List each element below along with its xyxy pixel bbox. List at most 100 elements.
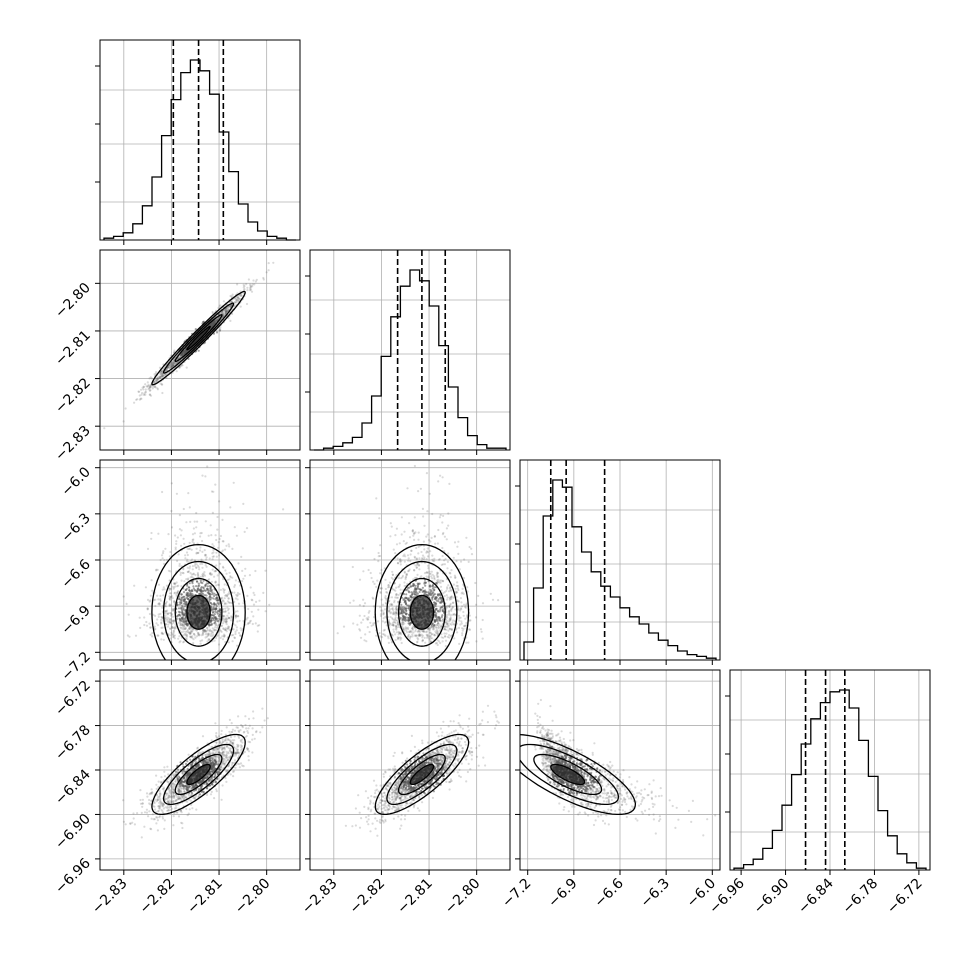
sample-point (224, 594, 227, 597)
sample-point (413, 569, 416, 572)
sample-point (448, 618, 451, 621)
sample-point (389, 622, 392, 625)
sample-point (227, 625, 230, 628)
sample-point (189, 571, 192, 575)
sample-point (171, 364, 174, 367)
sample-point (395, 612, 398, 615)
sample-point (213, 592, 216, 595)
sample-point (199, 562, 202, 566)
sample-point (251, 285, 254, 288)
sample-point (200, 558, 203, 561)
sample-point (216, 318, 219, 321)
sample-point (133, 584, 136, 587)
sample-point (382, 611, 385, 614)
sample-point (416, 641, 419, 644)
sample-point (166, 609, 169, 612)
sample-point (168, 555, 171, 558)
sample-point (254, 280, 257, 283)
sample-point (234, 616, 237, 619)
sample-point (204, 475, 207, 478)
sample-point (223, 588, 226, 592)
panel-frame (309, 249, 511, 451)
sample-point (183, 542, 186, 545)
sample-point (164, 612, 167, 615)
sample-point (262, 276, 265, 280)
sample-point (441, 580, 444, 583)
sample-point (433, 557, 436, 560)
sample-point (416, 584, 419, 587)
sample-point (204, 636, 207, 639)
sample-point (226, 614, 229, 617)
sample-point (394, 619, 397, 622)
sample-point (210, 534, 213, 537)
sample-point (161, 391, 164, 395)
sample-point (449, 572, 452, 575)
sample-point (184, 557, 187, 560)
sample-point (386, 635, 390, 638)
sample-point (448, 609, 451, 613)
sample-point (464, 624, 467, 627)
sample-point (209, 602, 213, 605)
density-contour (186, 325, 211, 351)
sample-point (236, 598, 239, 601)
sample-point (157, 613, 160, 616)
sample-point (215, 318, 218, 321)
sample-point (204, 633, 207, 636)
sample-point (176, 559, 179, 563)
sample-point (405, 572, 408, 576)
sample-point (144, 383, 147, 386)
sample-point (409, 622, 412, 625)
sample-point (425, 571, 428, 574)
sample-point (416, 562, 419, 565)
sample-point (221, 518, 224, 522)
sample-point (408, 618, 411, 621)
sample-point (394, 610, 397, 613)
sample-point (426, 636, 429, 639)
sample-point (466, 590, 469, 593)
sample-point (443, 628, 446, 631)
sample-point (235, 629, 238, 632)
sample-point (168, 806, 171, 809)
sample-point (149, 394, 153, 397)
sample-point (174, 362, 177, 365)
sample-point (446, 624, 449, 627)
sample-point (170, 365, 173, 368)
sample-point (416, 563, 419, 567)
sample-point (220, 729, 223, 733)
sample-point (151, 632, 154, 635)
sample-point (181, 628, 184, 631)
sample-point (454, 587, 457, 590)
sample-point (449, 588, 452, 591)
sample-point (162, 374, 165, 378)
sample-point (447, 524, 450, 527)
sample-point (421, 507, 424, 510)
sample-point (188, 627, 191, 630)
sample-point (185, 560, 188, 563)
sample-point (235, 299, 238, 302)
sample-point (464, 617, 467, 620)
sample-point (395, 611, 398, 615)
sample-point (178, 514, 181, 517)
sample-point (413, 588, 416, 591)
sample-point (416, 640, 419, 643)
sample-point (171, 364, 174, 367)
sample-point (180, 602, 183, 605)
sample-point (203, 549, 206, 552)
sample-point (214, 483, 217, 486)
sample-point (441, 610, 445, 613)
sample-point (433, 559, 436, 563)
sample-point (172, 359, 175, 362)
sample-point (216, 619, 219, 623)
sample-point (156, 594, 159, 597)
sample-point (456, 584, 459, 588)
sample-point (158, 602, 161, 605)
sample-point (441, 554, 444, 558)
sample-point (239, 305, 242, 308)
sample-point (177, 815, 181, 818)
sample-point (394, 627, 397, 630)
sample-point (189, 635, 192, 638)
sample-point (164, 605, 168, 608)
sample-point (430, 575, 433, 578)
sample-point (435, 632, 439, 635)
sample-point (168, 579, 171, 582)
